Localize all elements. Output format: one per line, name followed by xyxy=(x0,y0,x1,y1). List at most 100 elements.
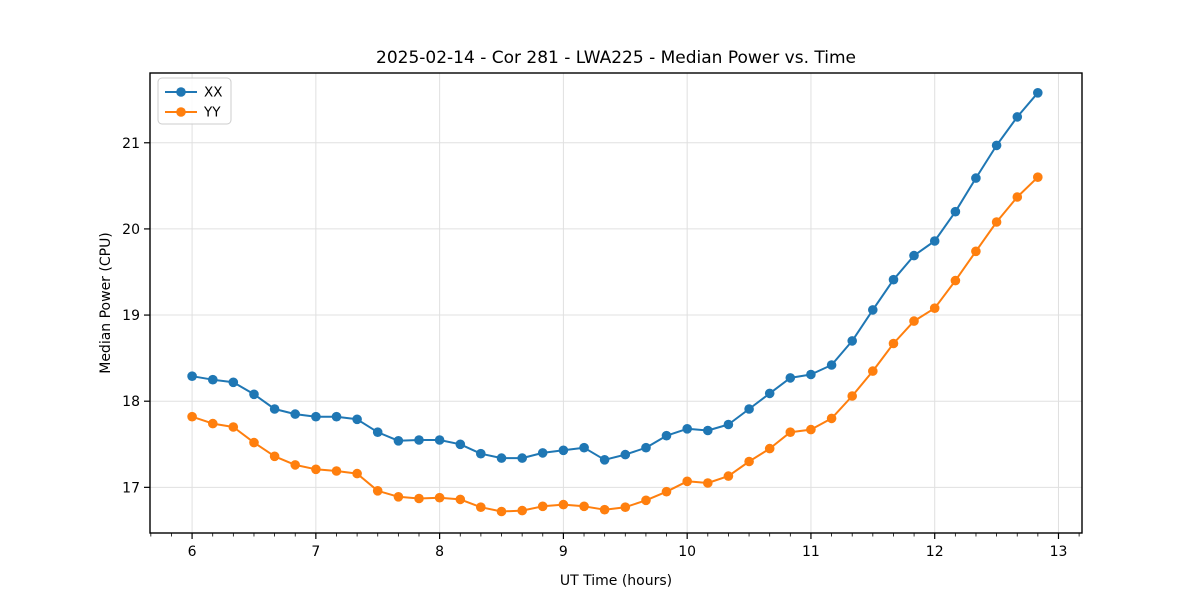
data-point-yy xyxy=(290,460,301,470)
data-point-xx xyxy=(1033,88,1043,98)
data-point-yy xyxy=(620,502,631,512)
series-line-xx xyxy=(191,91,1039,461)
series-layer xyxy=(187,88,1043,517)
data-point-yy xyxy=(558,499,569,510)
data-point-xx xyxy=(641,442,651,453)
data-point-xx xyxy=(1012,112,1023,122)
data-point-xx xyxy=(249,389,259,400)
data-point-yy xyxy=(991,217,1002,227)
data-point-xx xyxy=(909,250,919,261)
data-point-xx xyxy=(455,439,466,450)
data-point-xx xyxy=(269,404,280,414)
legend-label-xx: XX xyxy=(204,85,223,101)
data-point-yy xyxy=(909,316,919,326)
data-point-xx xyxy=(888,274,899,285)
data-point-xx xyxy=(517,453,527,463)
data-point-xx xyxy=(331,411,342,422)
data-point-yy xyxy=(496,506,507,517)
chart-title: 2025-02-14 - Cor 281 - LWA225 - Median P… xyxy=(376,48,856,68)
data-point-xx xyxy=(826,360,837,370)
data-point-yy xyxy=(249,437,259,448)
legend-label-yy: YY xyxy=(203,105,221,121)
data-point-yy xyxy=(868,366,878,376)
x-tick-label: 13 xyxy=(1050,544,1068,560)
data-point-yy xyxy=(929,303,940,314)
data-point-yy xyxy=(537,501,548,512)
data-point-xx xyxy=(991,140,1002,151)
data-point-xx xyxy=(537,448,548,458)
data-point-xx xyxy=(290,409,301,419)
data-point-xx xyxy=(868,305,878,315)
axes-box xyxy=(149,72,1083,534)
legend-marker-yy-icon xyxy=(176,107,186,117)
data-point-yy xyxy=(455,494,466,505)
data-point-yy xyxy=(393,492,404,502)
data-point-yy xyxy=(703,478,713,488)
y-tick-label: 18 xyxy=(122,394,140,410)
y-tick-label: 19 xyxy=(122,308,140,324)
data-point-xx xyxy=(744,404,754,414)
data-point-yy xyxy=(661,486,672,497)
data-point-yy xyxy=(187,411,197,422)
data-point-yy xyxy=(352,468,362,479)
data-point-yy xyxy=(311,464,321,475)
x-tick-label: 12 xyxy=(926,544,944,560)
x-tick-label: 8 xyxy=(435,544,444,560)
data-point-xx xyxy=(579,442,589,453)
data-point-yy xyxy=(723,471,734,481)
data-point-xx xyxy=(661,430,672,441)
data-point-xx xyxy=(208,374,218,385)
tick-layer: 6 7 8 9 10 11 12 13 17 18 19 20 21 xyxy=(122,136,1080,560)
data-point-xx xyxy=(971,173,981,183)
data-point-yy xyxy=(950,275,961,286)
data-point-xx xyxy=(847,336,857,346)
data-point-xx xyxy=(414,435,424,445)
x-tick-label: 11 xyxy=(802,544,820,560)
y-tick-label: 20 xyxy=(122,222,140,238)
y-tick-label: 17 xyxy=(122,480,140,496)
data-point-yy xyxy=(682,476,692,487)
data-point-xx xyxy=(558,445,569,456)
data-point-yy xyxy=(331,466,342,476)
data-point-yy xyxy=(764,443,775,454)
data-point-xx xyxy=(950,206,961,217)
data-point-yy xyxy=(785,427,796,438)
data-point-xx xyxy=(723,419,734,430)
x-tick-label: 10 xyxy=(678,544,696,560)
y-axis-label: Median Power (CPU) xyxy=(98,232,114,374)
data-point-xx xyxy=(764,388,775,399)
data-point-yy xyxy=(888,338,899,349)
data-point-yy xyxy=(641,495,651,506)
legend: XX YY xyxy=(157,77,232,125)
data-point-yy xyxy=(434,492,445,503)
data-point-xx xyxy=(352,414,362,425)
data-point-xx xyxy=(228,377,239,388)
data-point-xx xyxy=(393,436,404,446)
series-line-yy xyxy=(191,176,1039,513)
data-point-xx xyxy=(599,455,610,465)
data-point-yy xyxy=(971,246,981,257)
data-point-yy xyxy=(228,422,239,432)
data-point-yy xyxy=(208,418,218,429)
legend-marker-xx-icon xyxy=(176,87,186,97)
x-tick-label: 6 xyxy=(188,544,197,560)
data-point-yy xyxy=(414,493,424,504)
data-point-yy xyxy=(744,456,754,467)
data-point-xx xyxy=(620,449,631,460)
data-point-xx xyxy=(476,448,486,459)
data-point-xx xyxy=(187,371,197,382)
data-point-yy xyxy=(579,501,589,512)
x-axis-label: UT Time (hours) xyxy=(560,573,672,589)
data-point-yy xyxy=(517,505,527,516)
data-point-yy xyxy=(269,451,280,462)
data-point-xx xyxy=(806,369,816,380)
data-point-xx xyxy=(785,373,796,383)
legend-entry-yy: YY xyxy=(165,105,221,121)
y-tick-label: 21 xyxy=(122,136,140,152)
data-point-xx xyxy=(434,435,445,445)
data-point-xx xyxy=(311,411,321,422)
data-point-yy xyxy=(599,504,610,515)
data-point-yy xyxy=(476,502,486,512)
